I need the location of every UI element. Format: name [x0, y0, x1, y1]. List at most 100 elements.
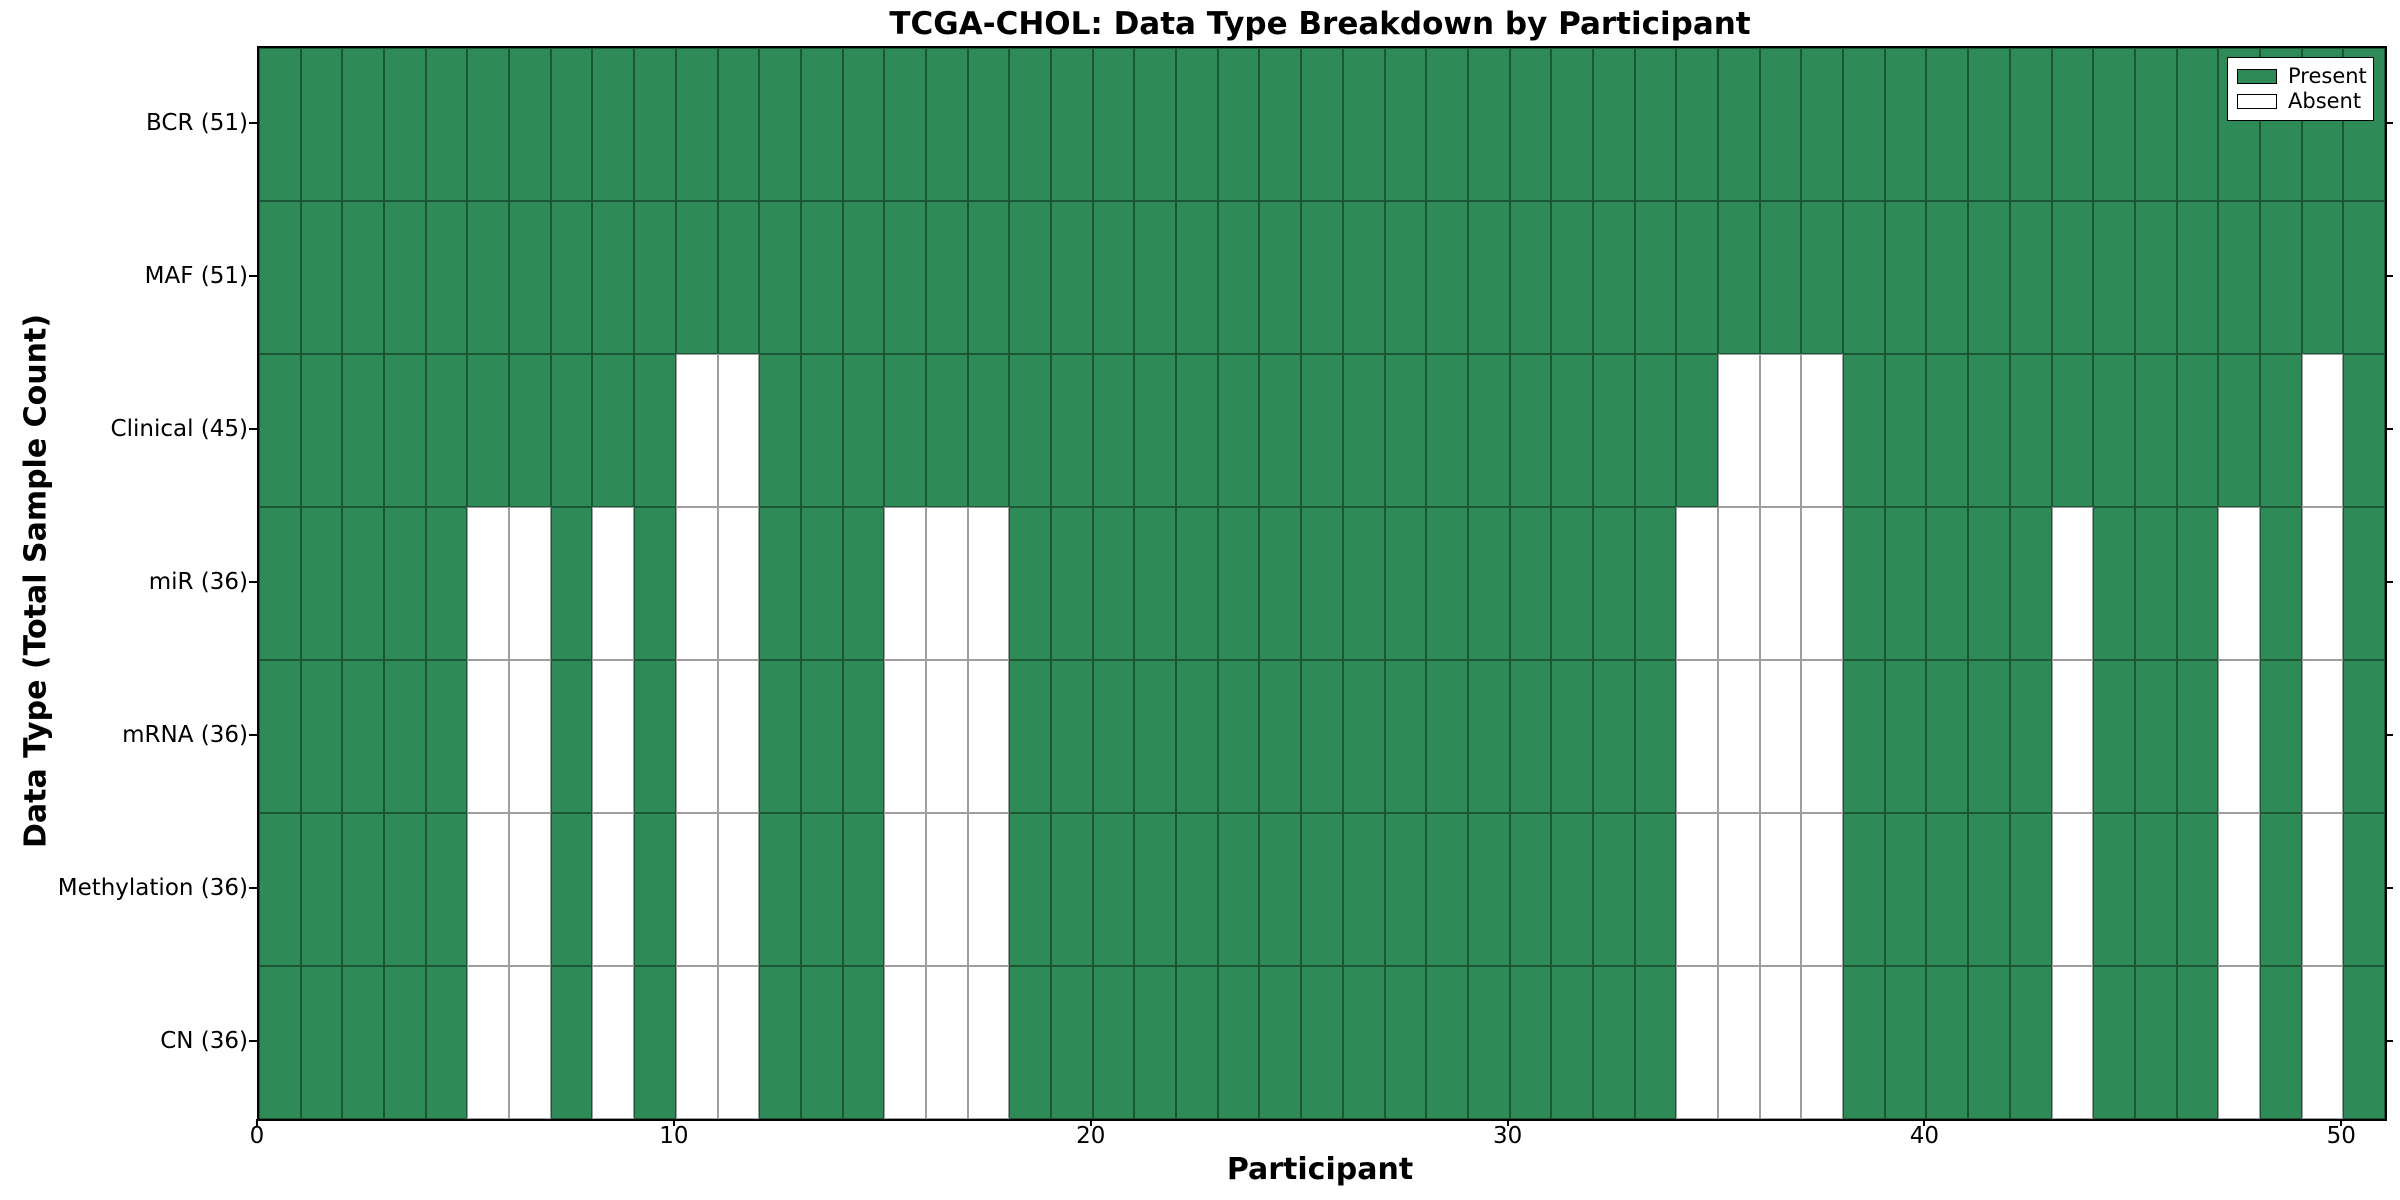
heatmap-cell	[1217, 201, 1260, 354]
heatmap-cell	[1509, 813, 1552, 966]
heatmap-cell	[384, 507, 426, 660]
heatmap-cell	[2009, 201, 2052, 354]
heatmap-cell	[2176, 660, 2219, 813]
heatmap-cell	[2051, 354, 2094, 507]
y-axis-label: Data Type (Total Sample Count)	[18, 313, 54, 849]
heatmap-cell	[1759, 201, 1802, 354]
heatmap-cell	[925, 813, 968, 966]
heatmap-cell	[1217, 660, 1260, 813]
heatmap-cell	[1009, 201, 1052, 354]
heatmap-cell	[717, 660, 760, 813]
heatmap-cell	[384, 966, 426, 1119]
heatmap-cell	[1426, 48, 1468, 201]
heatmap-cell	[1301, 507, 1343, 660]
heatmap-cell	[925, 354, 968, 507]
heatmap-cell	[342, 201, 385, 354]
heatmap-cell	[1718, 507, 1760, 660]
heatmap-cell	[634, 354, 676, 507]
heatmap-cell	[1259, 48, 1302, 201]
heatmap-cell	[259, 48, 301, 201]
heatmap-cell	[1968, 966, 2010, 1119]
heatmap-cell	[2301, 201, 2344, 354]
heatmap-cell	[1718, 201, 1760, 354]
heatmap-cell	[425, 660, 468, 813]
heatmap-cell	[1176, 354, 1218, 507]
heatmap-cell	[634, 813, 676, 966]
heatmap-cell	[2343, 966, 2385, 1119]
heatmap-cell	[2259, 354, 2302, 507]
heatmap-cell	[1801, 354, 1844, 507]
heatmap-cell	[759, 48, 801, 201]
heatmap-cell	[717, 966, 760, 1119]
heatmap-cell	[1301, 48, 1343, 201]
heatmap-cell	[967, 966, 1010, 1119]
y-tick-label: MAF (51)	[144, 262, 248, 289]
heatmap-cell	[1801, 201, 1844, 354]
heatmap-cell	[1509, 660, 1552, 813]
heatmap-cell	[634, 201, 676, 354]
heatmap-cell	[1926, 48, 1969, 201]
heatmap-cell	[717, 813, 760, 966]
present-swatch-icon	[2237, 69, 2277, 84]
heatmap-cell	[2259, 507, 2302, 660]
heatmap-cell	[592, 201, 635, 354]
x-tick-mark	[256, 1119, 258, 1126]
heatmap-cell	[1092, 354, 1135, 507]
heatmap-cell	[717, 507, 760, 660]
heatmap-cell	[1634, 660, 1677, 813]
heatmap-cell	[550, 813, 593, 966]
heatmap-cell	[842, 48, 885, 201]
y-tick-mark	[249, 580, 257, 583]
heatmap-cell	[342, 966, 385, 1119]
heatmap-cell	[1092, 48, 1135, 201]
heatmap-cell	[1092, 966, 1135, 1119]
heatmap-cell	[1759, 813, 1802, 966]
heatmap-cell	[1884, 48, 1927, 201]
x-tick-label: 50	[2326, 1123, 2356, 1149]
heatmap-cell	[634, 966, 676, 1119]
heatmap-cell	[800, 354, 843, 507]
heatmap-cell	[2009, 813, 2052, 966]
y-tick-mark-right	[2385, 274, 2393, 277]
heatmap-cell	[2259, 813, 2302, 966]
heatmap-cell	[2051, 48, 2094, 201]
heatmap-cell	[2134, 507, 2177, 660]
legend-item-present: Present	[2237, 66, 2373, 87]
heatmap-cell	[1676, 48, 1719, 201]
x-axis-label: Participant	[1226, 1152, 1414, 1187]
heatmap-cell	[759, 660, 801, 813]
heatmap-cell	[884, 354, 926, 507]
heatmap-cell	[1342, 507, 1385, 660]
y-tick-mark-right	[2385, 733, 2393, 736]
heatmap-cell	[1426, 507, 1468, 660]
heatmap-cell	[2009, 660, 2052, 813]
heatmap-cell	[967, 48, 1010, 201]
heatmap-cell	[467, 48, 510, 201]
heatmap-cell	[1092, 201, 1135, 354]
plot-area: Present Absent	[257, 46, 2387, 1121]
y-tick-mark-right	[2385, 886, 2393, 889]
heatmap-cell	[2343, 507, 2385, 660]
heatmap-cell	[1884, 966, 1927, 1119]
heatmap-cell	[675, 354, 718, 507]
heatmap-cell	[2134, 813, 2177, 966]
heatmap-cell	[1301, 813, 1343, 966]
heatmap-cell	[1592, 48, 1635, 201]
heatmap-cell	[1259, 201, 1302, 354]
heatmap-cell	[1134, 966, 1177, 1119]
heatmap-cell	[2051, 813, 2094, 966]
heatmap-cell	[425, 966, 468, 1119]
heatmap-cell	[842, 354, 885, 507]
heatmap-cell	[1301, 966, 1343, 1119]
heatmap-cell	[1676, 660, 1719, 813]
y-tick-mark-right	[2385, 580, 2393, 583]
heatmap-cell	[1634, 48, 1677, 201]
heatmap-cell	[2259, 201, 2302, 354]
heatmap-cell	[425, 507, 468, 660]
heatmap-cell	[1176, 201, 1218, 354]
heatmap-cell	[1009, 813, 1052, 966]
heatmap-cell	[675, 813, 718, 966]
heatmap-cell	[1259, 354, 1302, 507]
heatmap-cell	[1467, 507, 1510, 660]
